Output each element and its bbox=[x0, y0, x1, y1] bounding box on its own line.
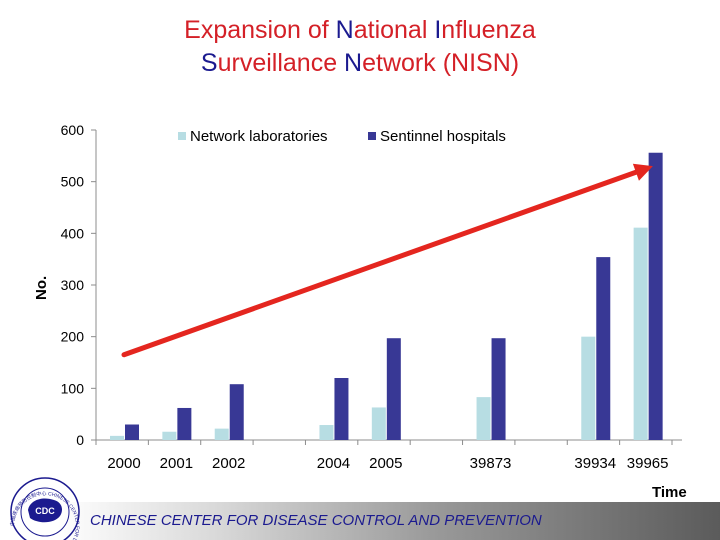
bar-network-laboratories bbox=[371, 407, 386, 440]
chart-bars bbox=[110, 152, 663, 440]
title-segment: Expansion of bbox=[184, 16, 336, 44]
trend-arrow-head bbox=[632, 163, 653, 181]
bar-sentinnel-hospitals bbox=[125, 424, 139, 440]
x-tick-label: 2000 bbox=[107, 455, 140, 472]
y-tick-label: 400 bbox=[61, 225, 85, 241]
y-tick-label: 300 bbox=[61, 277, 85, 293]
title-segment: N bbox=[344, 49, 363, 77]
bar-sentinnel-hospitals bbox=[386, 338, 401, 440]
page-title: Expansion of National Influenza Surveill… bbox=[0, 14, 720, 80]
bar-sentinnel-hospitals bbox=[334, 378, 349, 440]
y-tick-label: 500 bbox=[61, 174, 85, 190]
bar-network-laboratories bbox=[476, 397, 491, 440]
bar-network-laboratories bbox=[319, 425, 334, 440]
x-tick-label: 2001 bbox=[160, 455, 193, 472]
bar-network-laboratories bbox=[581, 336, 596, 440]
title-segment: N bbox=[335, 16, 354, 44]
bar-network-laboratories bbox=[214, 428, 229, 440]
title-segment: etwork (NISN) bbox=[362, 49, 520, 77]
y-tick-label: 600 bbox=[61, 122, 85, 138]
bar-network-laboratories bbox=[110, 435, 124, 440]
y-tick-label: 100 bbox=[61, 380, 85, 396]
x-tick-label: 39934 bbox=[574, 455, 616, 472]
y-axis-label: No. bbox=[33, 276, 50, 300]
legend-label: Network laboratories bbox=[190, 128, 328, 145]
bar-sentinnel-hospitals bbox=[491, 338, 506, 440]
bar-sentinnel-hospitals bbox=[648, 152, 663, 440]
bar-network-laboratories bbox=[162, 431, 177, 440]
trend-arrow-shaft bbox=[121, 169, 639, 358]
y-tick-label: 0 bbox=[76, 432, 84, 448]
legend-swatch bbox=[368, 132, 376, 140]
title-segment: urveillance bbox=[217, 49, 345, 77]
logo-text: CDC bbox=[35, 506, 55, 516]
x-tick-label: 39965 bbox=[627, 455, 669, 472]
chart-legend: Network laboratories Sentinnel hospitals bbox=[178, 128, 506, 145]
title-line-2: Surveillance Network (NISN) bbox=[0, 47, 720, 80]
title-segment: ational bbox=[353, 16, 435, 44]
trend-arrow bbox=[121, 163, 653, 358]
title-segment: nfluenza bbox=[441, 16, 536, 44]
bar-sentinnel-hospitals bbox=[596, 257, 611, 440]
y-tick-label: 200 bbox=[61, 329, 85, 345]
x-tick-label: 2002 bbox=[212, 455, 245, 472]
x-tick-label: 39873 bbox=[470, 455, 512, 472]
x-tick-label: 2004 bbox=[317, 455, 350, 472]
title-segment: S bbox=[200, 49, 218, 77]
footer-org-name: CHINESE CENTER FOR DISEASE CONTROL AND P… bbox=[90, 512, 542, 529]
bar-sentinnel-hospitals bbox=[229, 384, 244, 440]
bar-sentinnel-hospitals bbox=[177, 407, 192, 440]
title-line-1: Expansion of National Influenza bbox=[0, 14, 720, 47]
bar-network-laboratories bbox=[633, 227, 648, 440]
legend-label: Sentinnel hospitals bbox=[380, 128, 506, 145]
footer-band bbox=[0, 502, 720, 540]
title-segment: I bbox=[434, 16, 442, 44]
cdc-logo: 中国疾病预防控制中心 CHINESE CENTER FOR DISEASE CO… bbox=[9, 477, 80, 540]
x-tick-label: 2005 bbox=[369, 455, 402, 472]
x-axis-label: Time bbox=[652, 484, 687, 500]
bar-chart: Network laboratories Sentinnel hospitals … bbox=[33, 122, 687, 500]
legend-swatch bbox=[178, 132, 186, 140]
